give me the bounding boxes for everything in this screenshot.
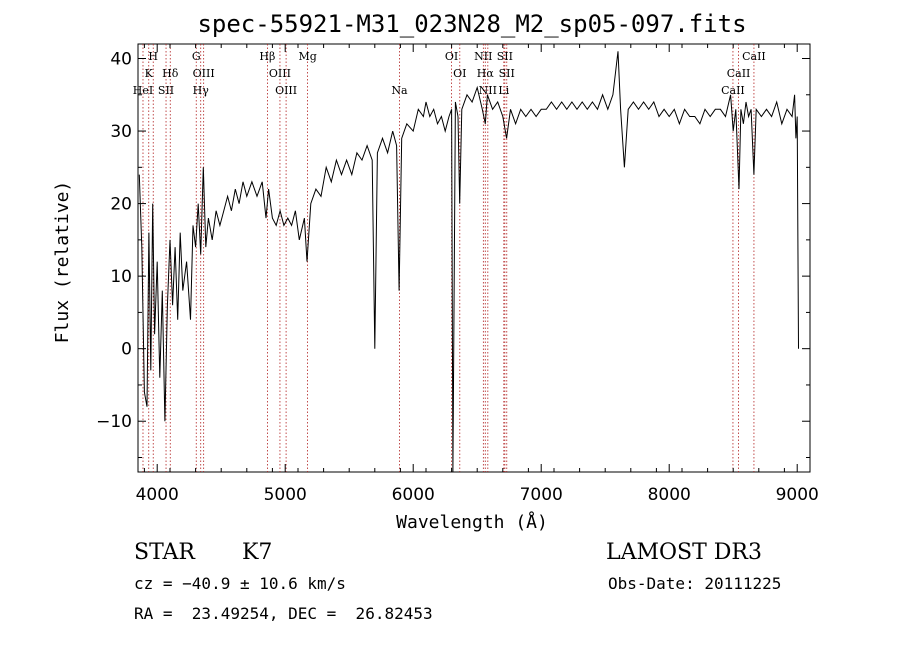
star-subclass: K7 [242,540,273,565]
spectral-line-label: SII [158,84,174,97]
spectral-line-label: CaII [727,67,751,80]
spectral-line-labels: KH HeI SII Hδ G OIII Hγ Hβ OIII OIII Mg Na OI OI NII Hα… [133,50,766,97]
y-axis-ticks: −10 0 10 20 30 40 [96,50,810,458]
spectral-line-label: NII [479,84,497,97]
spectral-line-label: Hα [477,67,495,80]
spectral-line-label: K [145,67,154,80]
spectral-line-label: Hδ [162,67,179,80]
coordinates: RA = 23.49254, DEC = 26.82453 [134,604,433,623]
obs-date: Obs-Date: 20111225 [608,574,782,593]
spectrum-chart: spec-55921-M31_023N28_M2_sp05-097.fits K… [52,10,819,533]
x-tick-label: 5000 [264,485,307,505]
spectral-line-label: OIII [193,67,215,80]
survey-name: LAMOST DR3 [606,540,762,565]
spectral-line-label: SII [499,67,515,80]
spectral-line-label: Hβ [259,50,275,63]
spectral-line-label: Mg [298,50,316,63]
x-tick-label: 9000 [776,485,819,505]
star-class: STAR [134,540,195,565]
spectral-line-label: OIII [269,67,291,80]
redshift-cz: cz = −40.9 ± 10.6 km/s [134,574,346,593]
x-axis-label: Wavelength (Å) [396,511,548,533]
x-tick-label: 4000 [136,485,179,505]
x-tick-label: 8000 [648,485,691,505]
spectral-line-label: Na [391,84,408,97]
x-axis-ticks: 4000 5000 6000 7000 8000 9000 [136,44,819,505]
y-axis-label: Flux (relative) [52,181,73,344]
spectral-line-label: Li [498,84,509,97]
spectrum-curve [138,51,799,473]
spectral-lines [142,44,755,472]
plot-frame [137,43,811,473]
y-tick-label: 40 [110,50,132,70]
spectral-line-label: OIII [275,84,297,97]
spectral-line-label: SII [497,50,513,63]
spectral-line-label: CaII [721,84,745,97]
spectral-line-label: G [192,50,201,63]
spectral-line-label: OI [445,50,458,63]
y-tick-label: 0 [121,340,132,360]
spectral-line-label: CaII [742,50,766,63]
y-tick-label: 30 [110,122,132,142]
y-tick-label: 20 [110,195,132,215]
y-tick-label: −10 [96,412,132,432]
spectral-line-label: NII [474,50,492,63]
spectral-line-label: H [148,50,158,63]
x-tick-label: 7000 [520,485,563,505]
y-tick-label: 10 [110,267,132,287]
x-tick-label: 6000 [392,485,435,505]
chart-title: spec-55921-M31_023N28_M2_sp05-097.fits [197,10,746,38]
spectral-line-label: HeI [133,84,153,97]
spectral-line-label: Hγ [193,84,210,97]
spectral-line-label: OI [453,67,466,80]
